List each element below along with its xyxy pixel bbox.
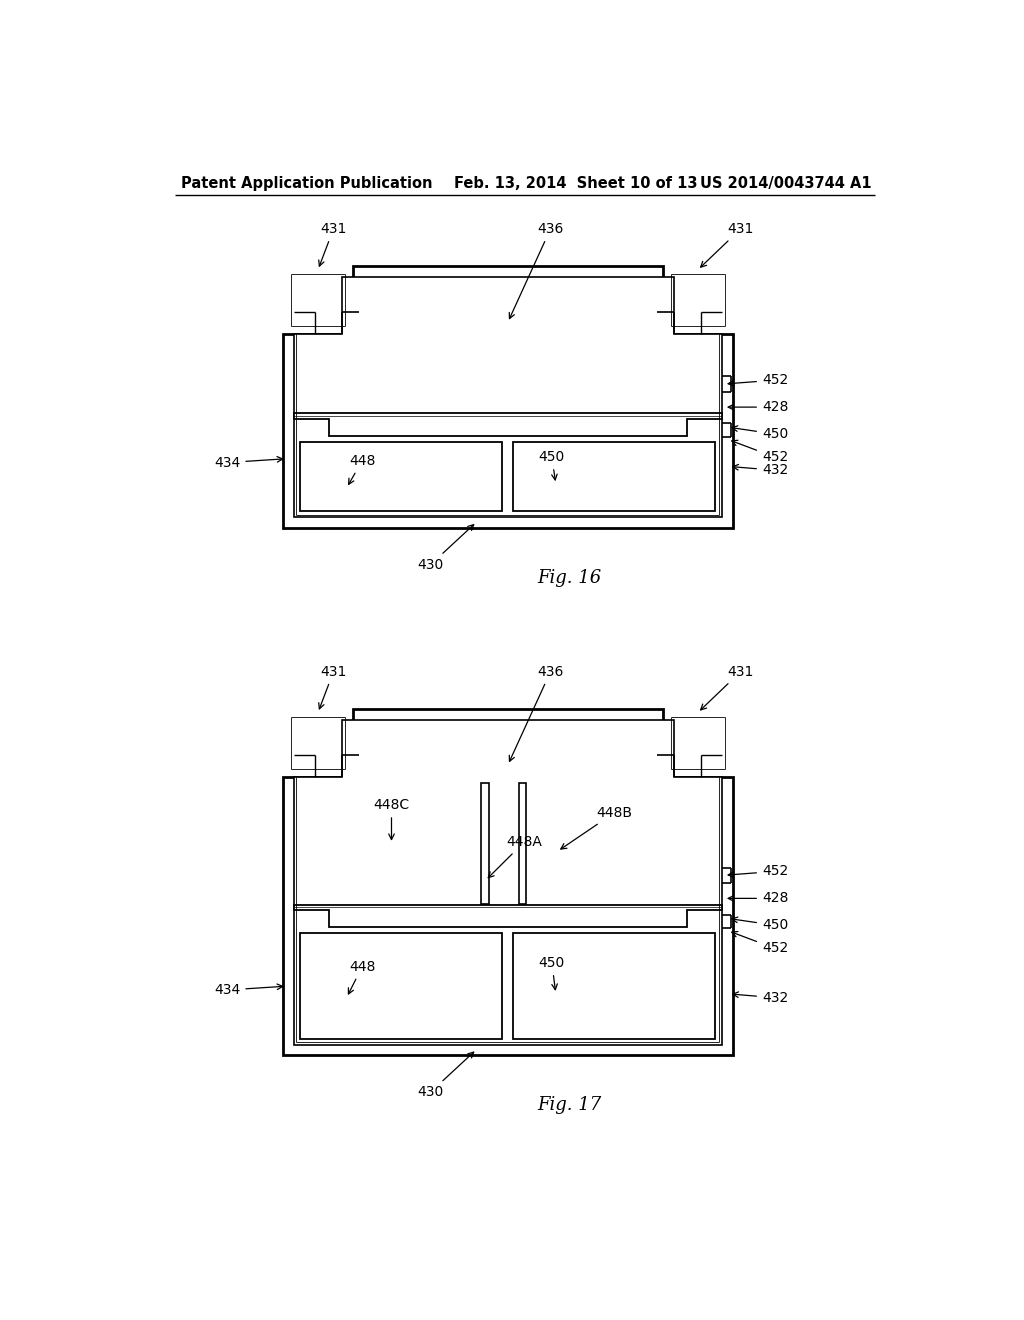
Text: 450: 450 [539, 956, 565, 990]
Polygon shape [294, 413, 722, 436]
Text: 430: 430 [417, 524, 474, 572]
Polygon shape [513, 933, 716, 1039]
Polygon shape [283, 709, 732, 1056]
Polygon shape [481, 783, 489, 904]
Text: 448C: 448C [374, 799, 410, 840]
Text: 452: 452 [728, 374, 788, 387]
Text: 434: 434 [214, 983, 283, 997]
Text: 428: 428 [728, 400, 788, 414]
Text: 431: 431 [318, 665, 346, 709]
Polygon shape [294, 904, 722, 927]
Text: 428: 428 [728, 891, 788, 906]
Polygon shape [294, 277, 722, 517]
Polygon shape [518, 783, 526, 904]
Text: 452: 452 [732, 932, 788, 956]
Text: 450: 450 [539, 450, 565, 480]
Text: Feb. 13, 2014  Sheet 10 of 13: Feb. 13, 2014 Sheet 10 of 13 [454, 176, 697, 190]
Text: 430: 430 [417, 1052, 474, 1100]
Text: Patent Application Publication: Patent Application Publication [180, 176, 432, 190]
Text: 448A: 448A [488, 836, 542, 878]
Text: 450: 450 [732, 917, 788, 932]
Polygon shape [283, 267, 732, 528]
Text: 431: 431 [700, 665, 754, 710]
Text: Fig. 17: Fig. 17 [538, 1097, 602, 1114]
Text: 432: 432 [733, 463, 788, 478]
Text: 448B: 448B [561, 807, 632, 849]
Polygon shape [300, 933, 503, 1039]
Polygon shape [513, 442, 716, 511]
Text: 452: 452 [728, 865, 788, 878]
Text: 436: 436 [509, 665, 563, 762]
Text: 448: 448 [348, 960, 375, 994]
Text: 431: 431 [318, 222, 346, 267]
Polygon shape [294, 719, 722, 1044]
Text: 436: 436 [509, 222, 563, 318]
Text: 432: 432 [733, 991, 788, 1005]
Text: 434: 434 [214, 455, 283, 470]
Text: 450: 450 [732, 426, 788, 441]
Polygon shape [300, 442, 503, 511]
Text: US 2014/0043744 A1: US 2014/0043744 A1 [700, 176, 872, 190]
Text: 452: 452 [732, 441, 788, 465]
Text: Fig. 16: Fig. 16 [538, 569, 602, 587]
Text: 431: 431 [700, 222, 754, 267]
Text: 448: 448 [348, 454, 375, 484]
